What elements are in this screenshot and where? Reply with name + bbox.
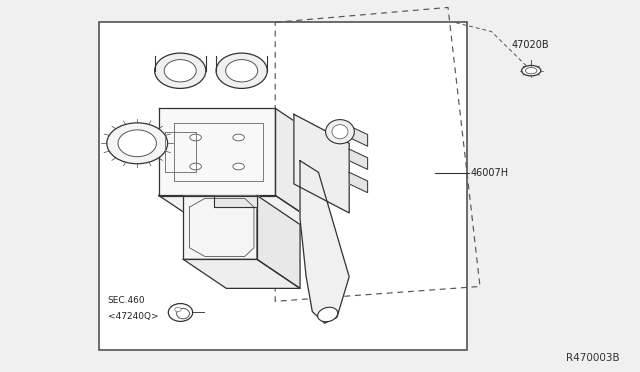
Ellipse shape [522,65,541,76]
Polygon shape [300,161,349,323]
Ellipse shape [332,125,348,139]
Ellipse shape [525,68,537,74]
Polygon shape [257,196,300,288]
Text: <47240Q>: <47240Q> [108,312,158,321]
Ellipse shape [175,307,181,312]
Ellipse shape [155,53,206,89]
Polygon shape [159,196,328,230]
Polygon shape [159,109,275,196]
Ellipse shape [317,307,338,322]
Polygon shape [275,109,328,230]
Ellipse shape [107,123,168,164]
Ellipse shape [216,53,268,89]
Polygon shape [349,149,367,169]
Polygon shape [349,172,367,193]
Polygon shape [294,114,349,213]
Polygon shape [183,196,257,259]
Text: 47020B: 47020B [512,40,550,50]
Text: R470003B: R470003B [566,353,620,363]
Polygon shape [214,196,257,207]
Ellipse shape [177,308,189,319]
Ellipse shape [226,60,258,82]
Ellipse shape [118,130,156,157]
Polygon shape [183,259,300,288]
Bar [99,22,467,350]
Text: 46007H: 46007H [470,168,509,178]
Ellipse shape [168,304,193,321]
Circle shape [233,163,244,170]
Ellipse shape [326,119,355,144]
Circle shape [190,163,202,170]
Circle shape [190,134,202,141]
Polygon shape [349,126,367,146]
Ellipse shape [164,60,196,82]
Circle shape [233,134,244,141]
Text: SEC.460: SEC.460 [108,296,145,305]
